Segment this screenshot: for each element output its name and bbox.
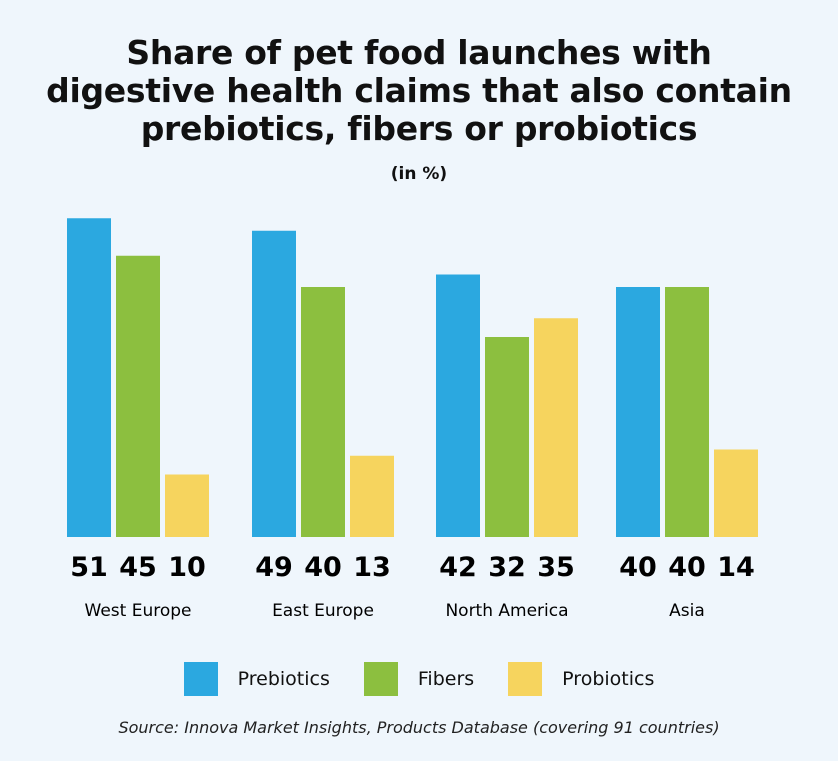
data-label: 40 [304,552,342,583]
data-label: 49 [255,552,293,583]
legend-swatch [363,662,398,696]
title-line: Share of pet food launches with [126,33,712,72]
bar-probiotics-asia [714,449,758,537]
data-label: 40 [619,552,657,583]
bar-fibers-asia [665,287,709,537]
bar-probiotics-north-america [534,318,578,537]
bar-prebiotics-asia [616,287,660,537]
data-label: 42 [439,552,477,583]
bar-prebiotics-west-europe [67,218,111,537]
data-label: 32 [488,552,526,583]
data-label: 13 [353,552,391,583]
bar-probiotics-west-europe [165,474,209,537]
data-label: 45 [119,552,157,583]
legend-item-probiotics: Probiotics [508,662,654,696]
source-note: Source: Innova Market Insights, Products… [118,718,720,737]
category-label: West Europe [85,601,192,621]
bar-probiotics-east-europe [350,455,394,537]
legend-label: Probiotics [562,668,655,690]
category-label: East Europe [272,601,374,621]
data-label: 10 [168,552,206,583]
category-label: North America [445,601,568,621]
legend-label: Fibers [417,668,475,690]
title-line: prebiotics, fibers or probiotics [140,109,698,148]
data-label: 40 [668,552,706,583]
bar-fibers-east-europe [301,287,345,537]
chart-subtitle: (in %) [390,164,448,184]
bar-prebiotics-east-europe [252,230,296,537]
legend-swatch [508,662,543,696]
legend-label: Prebiotics [237,668,330,690]
data-label: 35 [537,552,575,583]
bar-prebiotics-north-america [436,274,480,537]
legend-swatch [183,662,218,696]
data-label: 51 [70,552,108,583]
legend-item-fibers: Fibers [363,662,475,696]
legend: Prebiotics Fibers Probiotics [0,662,838,696]
data-label: 14 [717,552,755,583]
legend-item-prebiotics: Prebiotics [183,662,330,696]
bar-fibers-west-europe [116,255,160,537]
title-line: digestive health claims that also contai… [46,71,792,110]
bar-chart: 51 45 10 West Europe 49 40 13 East Europe 42 32 35… [67,218,758,621]
bar-fibers-north-america [485,337,529,537]
category-label: Asia [669,601,705,621]
chart-title: Share of pet food launches with digestiv… [0,34,838,148]
